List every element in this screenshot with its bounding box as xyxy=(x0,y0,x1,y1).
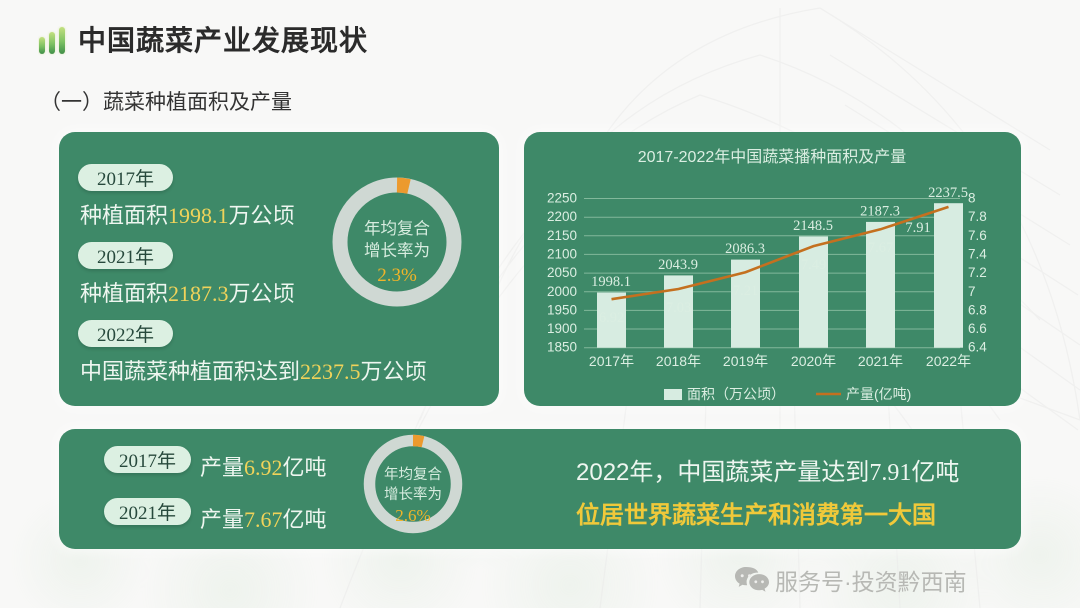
svg-text:1900: 1900 xyxy=(547,321,577,336)
svg-text:6.8: 6.8 xyxy=(968,302,987,317)
svg-text:7: 7 xyxy=(968,284,976,299)
svg-text:7.8: 7.8 xyxy=(968,209,987,224)
svg-text:2021年: 2021年 xyxy=(858,353,903,369)
svg-text:7.49: 7.49 xyxy=(801,257,826,273)
svg-text:2086.3: 2086.3 xyxy=(725,241,765,257)
svg-text:2237.5: 2237.5 xyxy=(928,185,968,201)
svg-text:2022年: 2022年 xyxy=(926,353,971,369)
svg-text:7.91: 7.91 xyxy=(905,220,930,236)
svg-text:7.67: 7.67 xyxy=(868,240,893,256)
svg-text:2050: 2050 xyxy=(547,265,577,280)
svg-text:7.2: 7.2 xyxy=(968,265,987,280)
svg-text:2150: 2150 xyxy=(547,228,577,243)
svg-text:2187.3: 2187.3 xyxy=(860,204,900,220)
svg-text:2148.5: 2148.5 xyxy=(793,218,833,234)
svg-text:2043.9: 2043.9 xyxy=(658,257,698,273)
svg-text:2018年: 2018年 xyxy=(656,353,701,369)
svg-text:面积（万公顷）: 面积（万公顷） xyxy=(687,386,785,402)
svg-text:2020年: 2020年 xyxy=(791,353,836,369)
svg-text:2017-2022年中国蔬菜播种面积及产量: 2017-2022年中国蔬菜播种面积及产量 xyxy=(638,148,907,166)
svg-text:1850: 1850 xyxy=(547,340,577,355)
svg-text:7.03: 7.03 xyxy=(666,300,691,316)
svg-text:6.92: 6.92 xyxy=(599,310,624,326)
svg-text:7.4: 7.4 xyxy=(968,246,987,261)
svg-text:2250: 2250 xyxy=(547,191,577,206)
svg-text:6.6: 6.6 xyxy=(968,321,987,336)
svg-text:8: 8 xyxy=(968,191,976,206)
svg-text:产量(亿吨): 产量(亿吨) xyxy=(846,386,911,402)
svg-text:2019年: 2019年 xyxy=(723,353,768,369)
svg-text:2000: 2000 xyxy=(547,284,577,299)
svg-text:2200: 2200 xyxy=(547,209,577,224)
svg-text:1998.1: 1998.1 xyxy=(591,274,631,290)
svg-text:2017年: 2017年 xyxy=(589,353,634,369)
svg-text:7.6: 7.6 xyxy=(968,228,987,243)
svg-text:1950: 1950 xyxy=(547,302,577,317)
svg-text:2100: 2100 xyxy=(547,246,577,261)
svg-text:7.21: 7.21 xyxy=(733,283,758,299)
